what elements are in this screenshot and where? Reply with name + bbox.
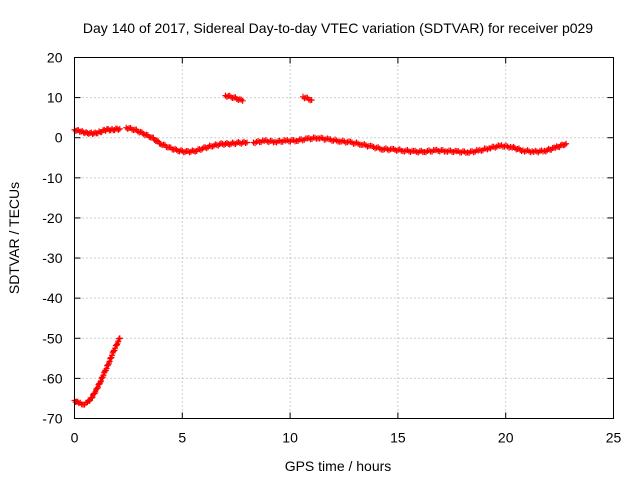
x-tick-label: 20 — [498, 430, 514, 446]
data-point — [98, 375, 105, 382]
x-tick-label: 0 — [71, 430, 79, 446]
series-segment — [71, 335, 123, 408]
data-point — [97, 379, 104, 386]
data-point — [541, 147, 548, 154]
data-point — [110, 348, 117, 355]
series-segment — [300, 93, 315, 104]
x-axis-label: GPS time / hours — [285, 458, 392, 474]
data-point — [107, 355, 114, 362]
data-point — [97, 377, 104, 384]
y-tick-label: 10 — [47, 90, 63, 106]
data-point — [116, 335, 123, 342]
x-tick-label: 5 — [178, 430, 186, 446]
axes: 0 5 10 15 20 25 -70 -60 -50 -40 -30 -20 -10 0 10 20 — [42, 50, 621, 446]
data-point — [561, 141, 568, 148]
y-tick-label: -20 — [42, 210, 62, 226]
data-point — [86, 398, 93, 405]
data-point — [231, 140, 238, 147]
data-point — [154, 137, 161, 144]
x-tick-label: 10 — [282, 430, 298, 446]
y-tick-label: -70 — [42, 411, 62, 427]
data-point — [239, 97, 246, 104]
data-point — [308, 97, 315, 104]
y-axis-label: SDTVAR / TECUs — [6, 182, 22, 294]
y-tick-label: -10 — [42, 170, 62, 186]
data-point — [185, 148, 192, 155]
y-tick-label: 20 — [47, 50, 63, 66]
chart-title: Day 140 of 2017, Sidereal Day-to-day VTE… — [83, 20, 593, 36]
series-segment — [71, 125, 123, 138]
data-point — [563, 140, 570, 147]
data-point — [545, 145, 552, 152]
series-segment — [123, 124, 250, 156]
series-segment — [250, 134, 570, 156]
y-tick-label: -40 — [42, 290, 62, 306]
x-tick-label: 15 — [390, 430, 406, 446]
data-point — [88, 395, 95, 402]
y-tick-label: -30 — [42, 250, 62, 266]
y-tick-label: -50 — [42, 330, 62, 346]
data-point — [106, 358, 113, 365]
data-points — [71, 92, 570, 408]
data-point — [243, 139, 250, 146]
data-point — [103, 365, 110, 372]
data-point — [300, 93, 307, 100]
y-tick-label: -60 — [42, 370, 62, 386]
x-tick-label: 25 — [606, 430, 622, 446]
plot-frame — [74, 57, 614, 419]
data-point — [94, 385, 101, 392]
data-point — [115, 126, 122, 133]
data-point — [116, 125, 123, 132]
series-segment — [222, 92, 246, 104]
grid-lines — [74, 57, 614, 419]
y-tick-label: 0 — [55, 130, 63, 146]
